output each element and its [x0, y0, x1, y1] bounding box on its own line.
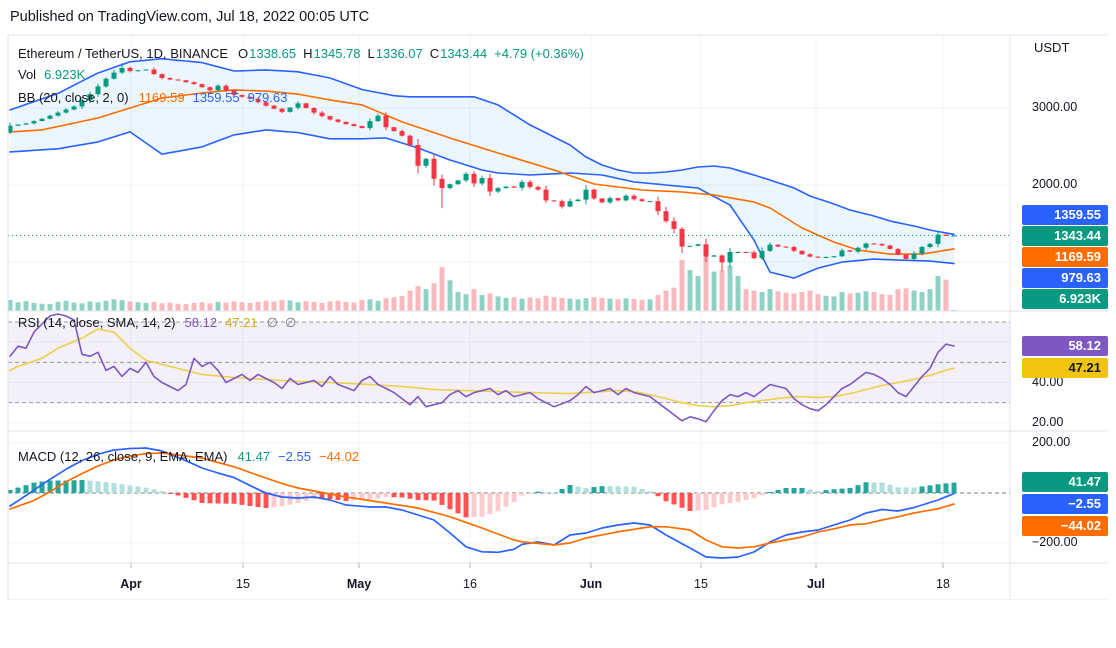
- price-axis-label: 2000.00: [1032, 177, 1078, 191]
- macd-line-badge: −2.55: [1022, 494, 1108, 514]
- price-axis-label: 3000.00: [1032, 100, 1078, 114]
- macd-axis-label: −200.00: [1032, 535, 1078, 549]
- rsi-axis-label: 40.00: [1032, 374, 1064, 389]
- last-price-badge: 1343.44: [1022, 226, 1108, 246]
- bollinger-bands: [9, 57, 955, 279]
- candles: [7, 62, 957, 272]
- published-caption: Published on TradingView.com, Jul 18, 20…: [10, 9, 370, 25]
- time-axis-label[interactable]: Jun: [579, 577, 603, 591]
- rsi-ma-badge: 47.21: [1022, 358, 1108, 378]
- macd-hist-badge: 41.47: [1022, 472, 1108, 492]
- rsi-pane: [8, 313, 1010, 423]
- time-axis-label[interactable]: 18: [936, 577, 950, 591]
- rsi-axis-label: 20.00: [1032, 414, 1064, 429]
- rsi-badge: 58.12: [1022, 336, 1108, 356]
- bb-basis-badge: 1169.59: [1022, 247, 1108, 267]
- macd-pane: [7, 447, 1010, 559]
- time-axis-label[interactable]: 15: [236, 577, 250, 591]
- time-axis-label[interactable]: 15: [694, 577, 708, 591]
- bb-lower-badge: 979.63: [1022, 268, 1108, 288]
- bb-upper-badge: 1359.55: [1022, 205, 1108, 225]
- time-axis-label[interactable]: Jul: [806, 577, 826, 591]
- volume-badge: 6.923K: [1022, 289, 1108, 309]
- time-axis-label[interactable]: Apr: [120, 577, 142, 591]
- time-axis-label[interactable]: 16: [463, 577, 477, 591]
- macd-signal-badge: −44.02: [1022, 516, 1108, 536]
- volume-bars: [7, 251, 957, 311]
- price-axis-currency: USDT: [1034, 40, 1070, 55]
- time-axis-label[interactable]: May: [346, 577, 372, 591]
- footer-bar: TradingView: [0, 600, 1116, 648]
- macd-axis-label: 200.00: [1032, 435, 1071, 449]
